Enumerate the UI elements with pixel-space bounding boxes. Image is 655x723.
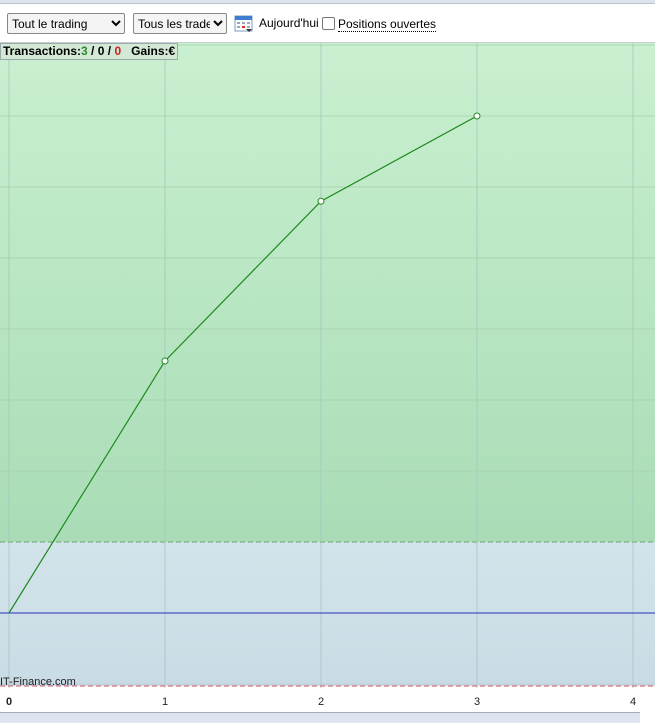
sep: /	[104, 44, 115, 58]
losses-count: 0	[114, 44, 122, 58]
top-strip	[0, 0, 655, 4]
x-tick-label: 4	[630, 696, 636, 708]
wins-count: 3	[81, 44, 88, 58]
calendar-icon[interactable]	[234, 13, 253, 33]
trades-select[interactable]: Tous les trades	[133, 13, 227, 34]
today-button[interactable]: Aujourd'hui	[259, 16, 319, 30]
equity-line	[8, 115, 478, 614]
watermark: IT-Finance.com	[0, 676, 76, 688]
equity-chart: IT-Finance.com 0 1 2 3 4	[0, 43, 655, 712]
x-tick-label: 2	[318, 696, 324, 708]
open-positions-label[interactable]: Positions ouvertes	[338, 17, 437, 32]
gains-value: €	[168, 44, 176, 58]
transactions-summary: Transactions:3 / 0 / 0 Gains:€	[0, 43, 179, 60]
x-tick-label: 3	[474, 696, 480, 708]
data-point	[473, 112, 481, 120]
profit-zone	[0, 43, 655, 542]
x-tick-label: 0	[6, 696, 12, 708]
neutral-count: 0	[97, 44, 105, 58]
data-point	[161, 357, 169, 365]
sep: /	[87, 44, 98, 58]
transactions-label: Transactions:	[3, 44, 82, 58]
open-positions-checkbox[interactable]	[322, 17, 335, 30]
x-axis-band	[0, 688, 655, 712]
loss-zone	[0, 542, 655, 686]
scope-select[interactable]: Tout le trading	[7, 13, 125, 34]
x-tick-label: 1	[162, 696, 168, 708]
gains-label: Gains:	[131, 44, 169, 58]
horizontal-scrollbar[interactable]	[0, 712, 640, 723]
toolbar: Tout le trading Tous les trades Aujourd'…	[0, 4, 655, 43]
data-point	[317, 197, 325, 205]
